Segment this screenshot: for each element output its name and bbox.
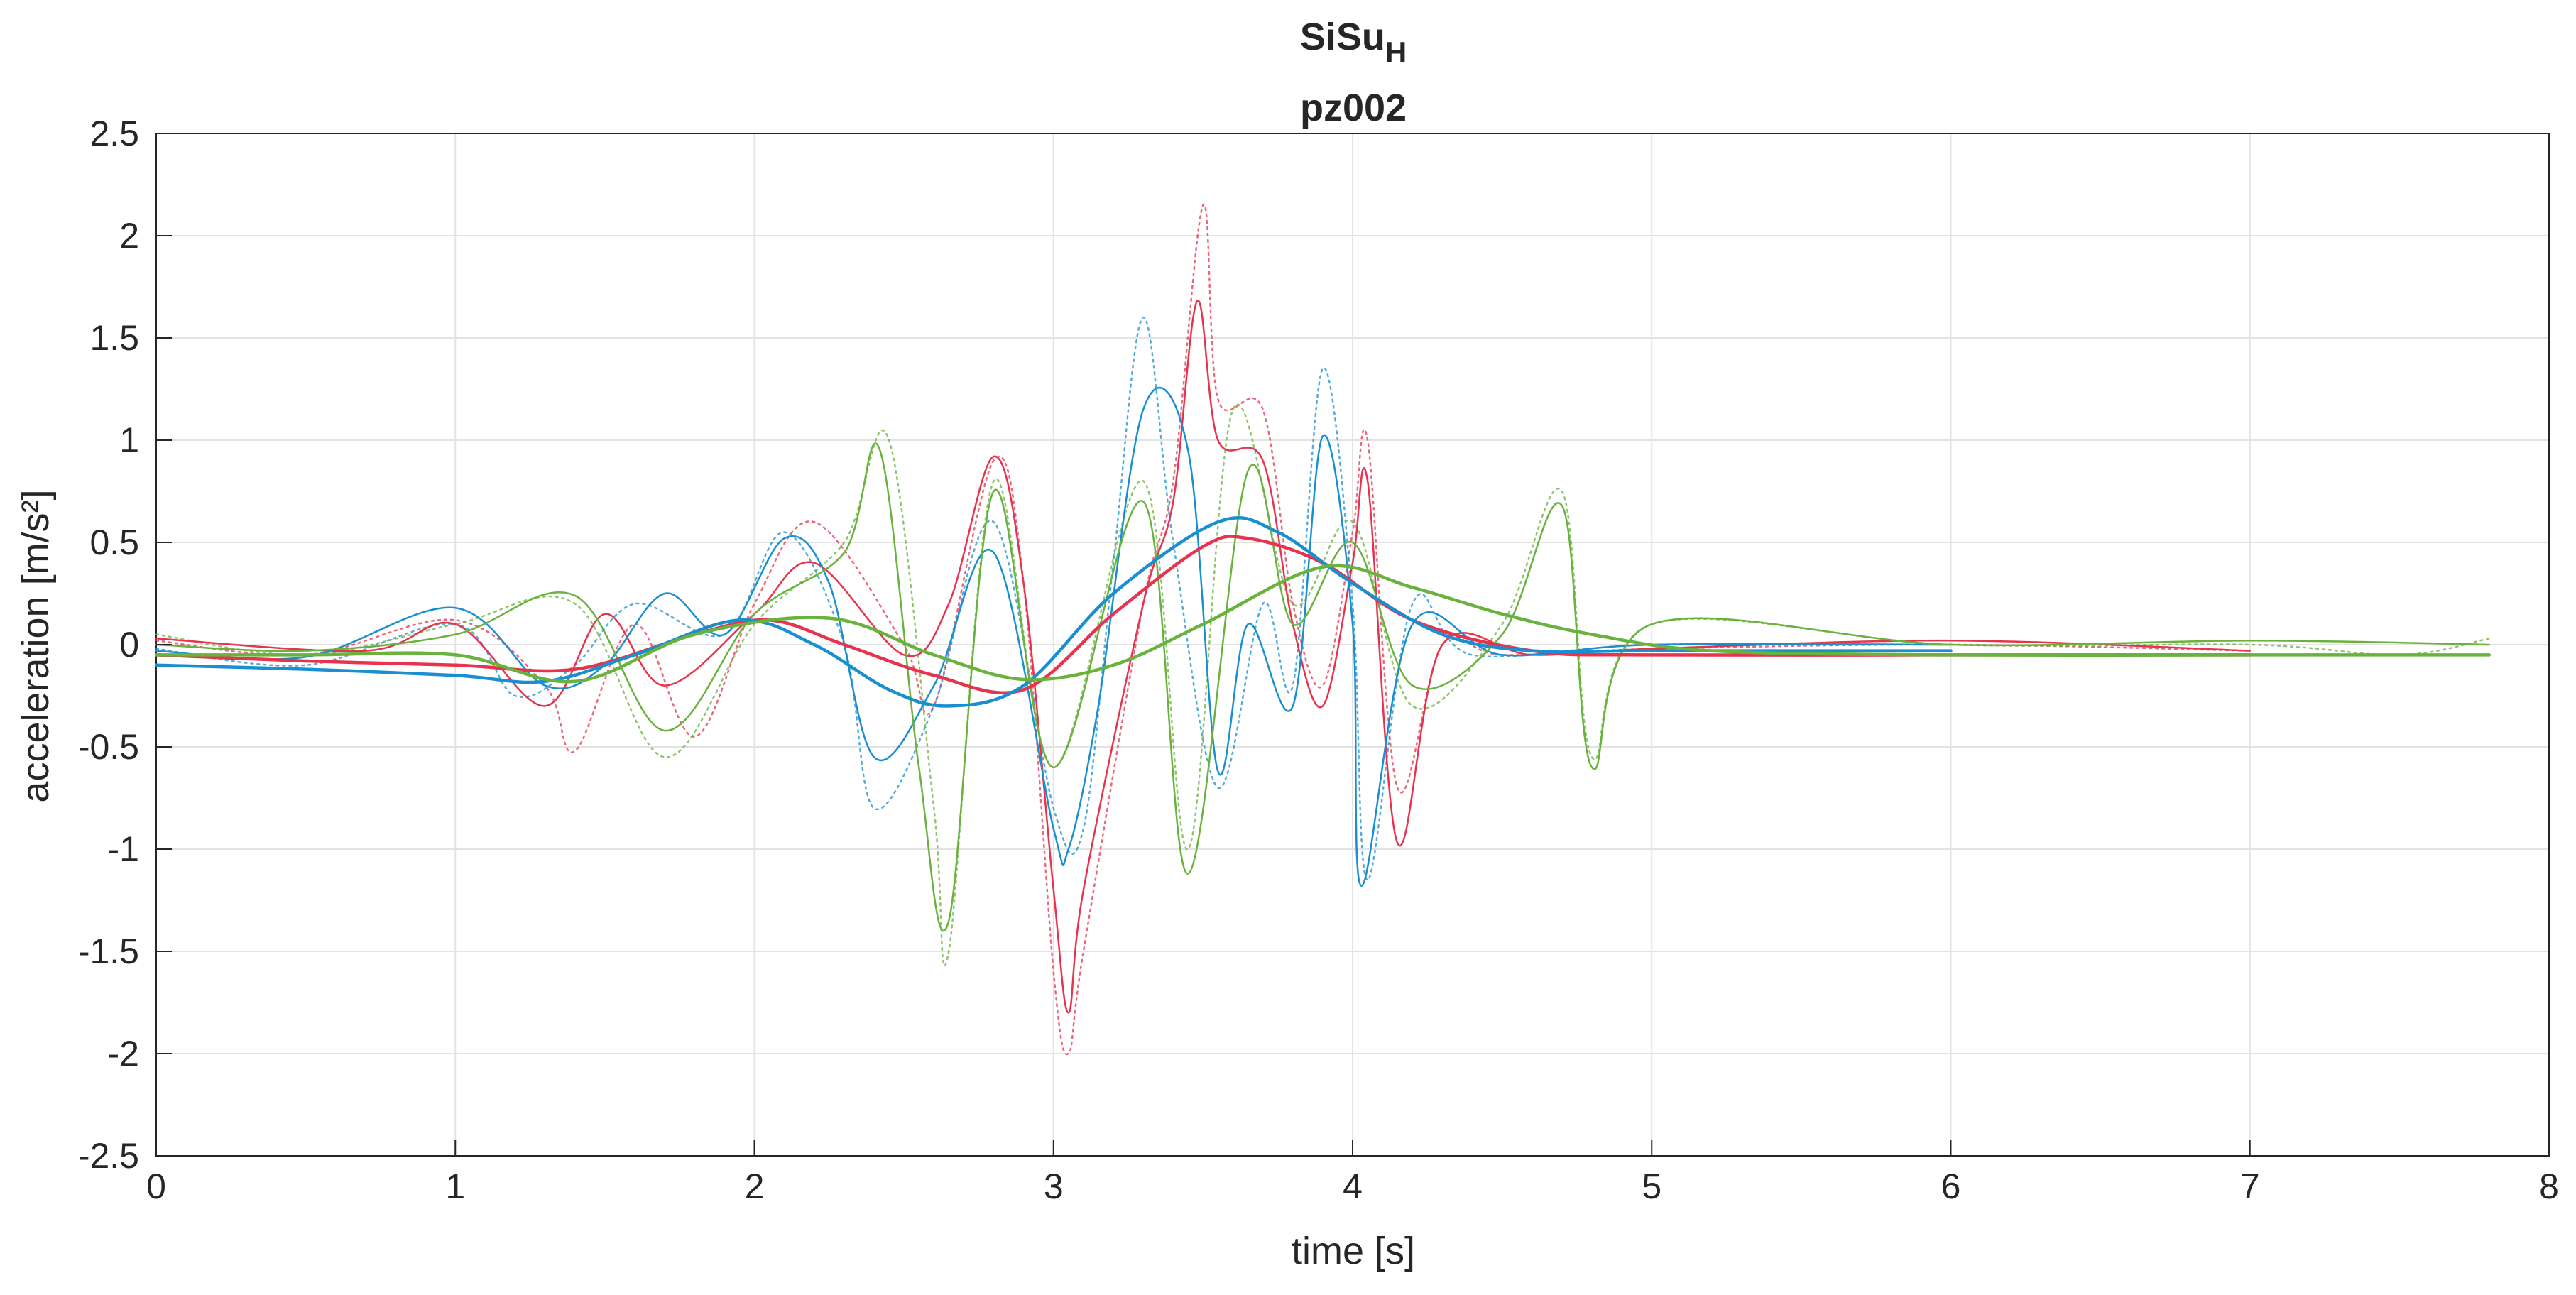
y-tick-label: -1.5 xyxy=(78,931,139,971)
y-tick-label: 2 xyxy=(119,216,139,256)
series-red-thin xyxy=(155,300,2252,1014)
y-tick-label: 0.5 xyxy=(89,523,139,562)
y-tick-label: -0.5 xyxy=(78,727,139,767)
series-green-thin xyxy=(155,442,2491,932)
chart-title-main: SiSu xyxy=(1300,16,1385,58)
y-tick-label: -1 xyxy=(108,829,139,869)
series-layer xyxy=(154,203,2492,1056)
x-tick-label: 8 xyxy=(2539,1166,2559,1206)
y-tick-label: 2.5 xyxy=(89,114,139,153)
x-tick-label: 3 xyxy=(1044,1166,1064,1206)
series-red-solid xyxy=(154,535,2252,695)
x-tick-label: 6 xyxy=(1941,1166,1961,1206)
x-tick-label: 2 xyxy=(745,1166,765,1206)
x-tick-label: 4 xyxy=(1343,1166,1363,1206)
series-blue-solid xyxy=(154,515,1953,708)
x-tick-label: 7 xyxy=(2240,1166,2260,1206)
x-axis-ticks: 0 1 2 3 4 5 6 7 8 xyxy=(146,1140,2559,1206)
y-axis-label: acceleration [m/s²] xyxy=(14,489,57,802)
y-tick-label: 1.5 xyxy=(89,318,139,358)
y-tick-label: -2 xyxy=(108,1034,139,1073)
series-green-solid xyxy=(154,564,2492,684)
y-tick-label: 0 xyxy=(119,625,139,665)
x-tick-label: 1 xyxy=(445,1166,465,1206)
series-red-dotted xyxy=(155,203,2252,1056)
x-axis-label: time [s] xyxy=(1292,1230,1415,1272)
series-blue-dotted xyxy=(155,316,1952,881)
chart-title: SiSuH xyxy=(1300,16,1407,69)
x-tick-label: 0 xyxy=(146,1166,166,1206)
chart-title-subscript: H xyxy=(1385,35,1407,69)
y-tick-label: -2.5 xyxy=(78,1136,139,1176)
x-tick-label: 5 xyxy=(1642,1166,1661,1206)
y-axis-ticks: -2.5 -2 -1.5 -1 -0.5 0 0.5 1 1.5 2 2.5 xyxy=(78,114,172,1176)
series-blue-thin xyxy=(155,386,1952,887)
chart-subtitle: pz002 xyxy=(1300,87,1407,129)
y-tick-label: 1 xyxy=(119,420,139,460)
